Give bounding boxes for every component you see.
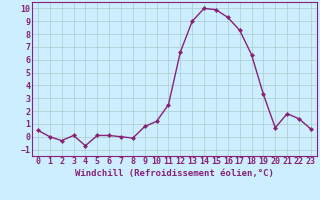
X-axis label: Windchill (Refroidissement éolien,°C): Windchill (Refroidissement éolien,°C)	[75, 169, 274, 178]
